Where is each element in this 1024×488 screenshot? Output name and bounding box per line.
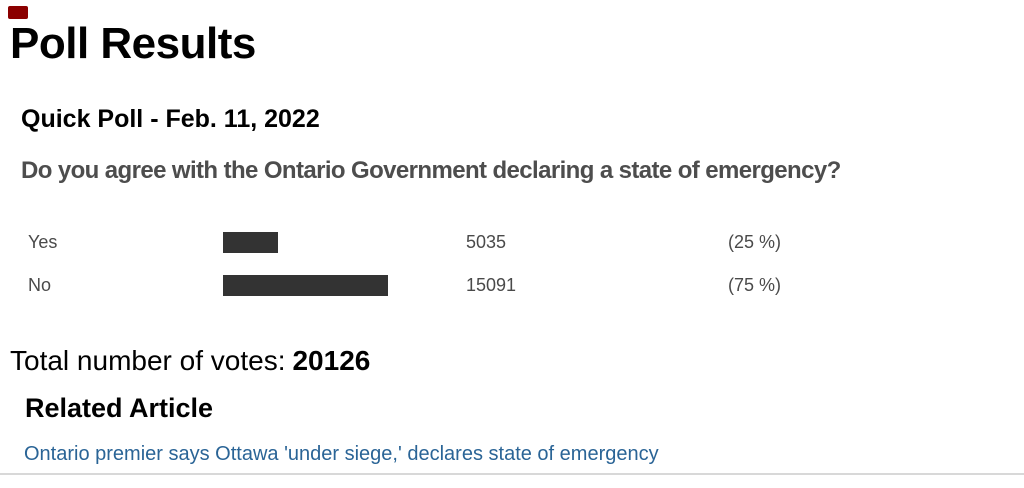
result-bar-no (223, 275, 388, 296)
poll-heading: Quick Poll - Feb. 11, 2022 (21, 105, 320, 133)
bottom-divider (0, 473, 1024, 475)
vote-percent-no: (75 %) (728, 275, 782, 295)
total-votes-line: Total number of votes: 20126 (10, 345, 371, 377)
vote-count-yes: 5035 (466, 232, 507, 252)
poll-question: Do you agree with the Ontario Government… (21, 157, 841, 184)
option-label-no: No (28, 275, 52, 295)
vote-percent-yes: (25 %) (728, 232, 782, 252)
result-bar-yes (223, 232, 278, 253)
related-article-heading: Related Article (25, 393, 214, 423)
poll-result-row-no: No 15091 (75 %) (0, 274, 1024, 296)
red-marker (8, 6, 28, 19)
poll-result-row-yes: Yes 5035 (25 %) (0, 231, 1024, 253)
page-title: Poll Results (10, 19, 256, 68)
total-votes-value: 20126 (292, 345, 371, 376)
related-article-link[interactable]: Ontario premier says Ottawa 'under siege… (24, 443, 659, 465)
total-votes-label: Total number of votes: (10, 345, 286, 376)
vote-count-no: 15091 (466, 275, 517, 295)
option-label-yes: Yes (28, 232, 58, 252)
